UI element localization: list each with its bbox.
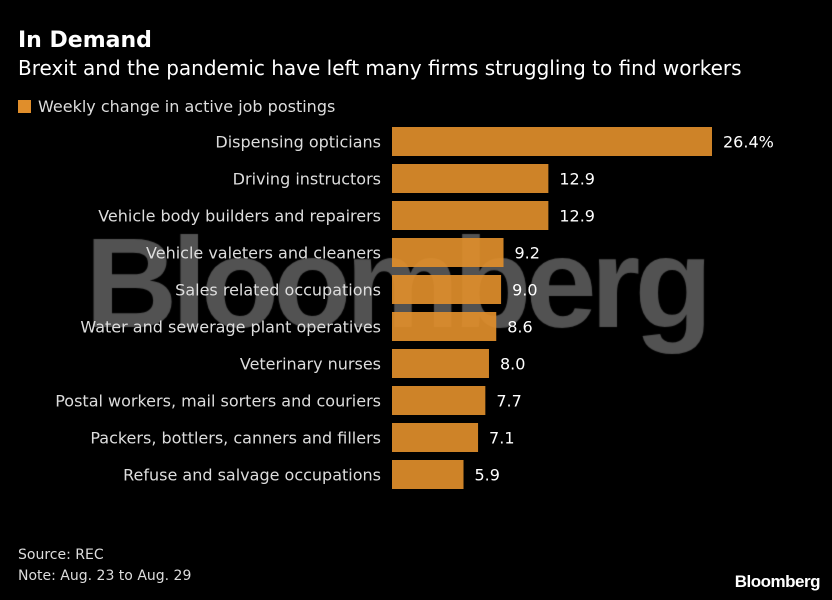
data-label: 7.1 xyxy=(489,429,514,448)
bar xyxy=(392,460,464,489)
data-label: 12.9 xyxy=(559,207,595,226)
data-label: 8.0 xyxy=(500,355,525,374)
bar xyxy=(392,423,479,452)
bar xyxy=(392,312,497,341)
bar xyxy=(392,386,486,415)
category-label: Packers, bottlers, canners and fillers xyxy=(90,429,381,448)
data-label: 12.9 xyxy=(559,170,595,189)
data-label: 7.7 xyxy=(496,392,521,411)
data-label: 9.2 xyxy=(515,244,540,263)
category-label: Water and sewerage plant operatives xyxy=(80,318,381,337)
category-label: Refuse and salvage occupations xyxy=(123,466,381,485)
date-note: Note: Aug. 23 to Aug. 29 xyxy=(18,568,192,584)
category-label: Vehicle body builders and repairers xyxy=(98,207,381,226)
category-label: Veterinary nurses xyxy=(240,355,381,374)
bar xyxy=(392,127,712,156)
category-label: Sales related occupations xyxy=(175,281,381,300)
source-note: Source: REC xyxy=(18,547,104,563)
bar xyxy=(392,275,502,304)
bloomberg-logo: Bloomberg xyxy=(734,572,821,591)
data-label: 5.9 xyxy=(475,466,500,485)
data-label: 26.4% xyxy=(723,133,774,152)
data-label: 8.6 xyxy=(507,318,532,337)
category-label: Vehicle valeters and cleaners xyxy=(146,244,381,263)
category-label: Dispensing opticians xyxy=(215,133,381,152)
category-label: Postal workers, mail sorters and courier… xyxy=(55,392,381,411)
bar xyxy=(392,201,549,230)
bar xyxy=(392,349,489,378)
bar xyxy=(392,164,549,193)
bar xyxy=(392,238,504,267)
data-label: 9.0 xyxy=(512,281,537,300)
category-label: Driving instructors xyxy=(233,170,381,189)
